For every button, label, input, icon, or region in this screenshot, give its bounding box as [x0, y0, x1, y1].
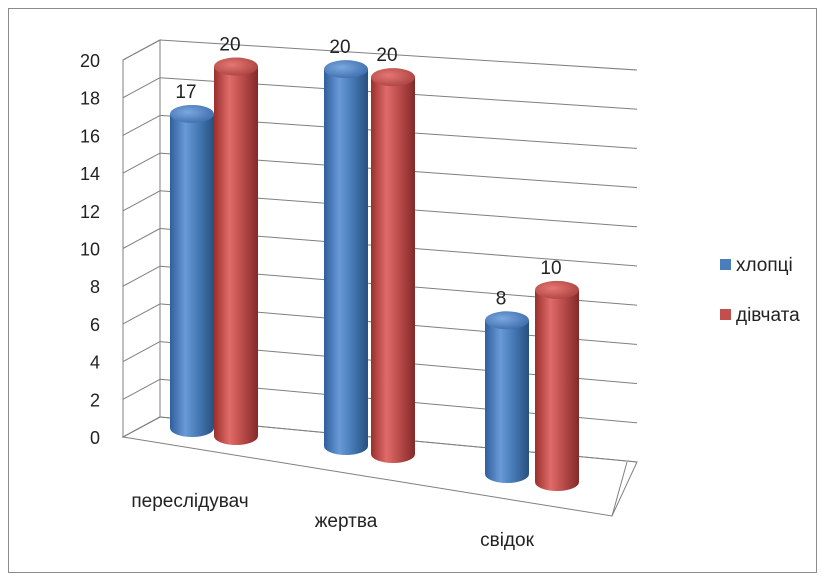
legend-swatch [720, 309, 731, 320]
gridline-wall-10 [122, 39, 161, 61]
category-label: свідок [480, 530, 534, 551]
data-label: 20 [376, 45, 397, 66]
y-tick-label: 18 [80, 89, 100, 109]
legend-label: дівчата [736, 305, 800, 326]
y-tick-label: 0 [90, 428, 100, 448]
gridline-wall-7 [122, 152, 161, 174]
bar-body [485, 320, 529, 483]
bar-дівчата-переслідувач [214, 57, 258, 445]
y-tick-label: 8 [90, 277, 100, 297]
bar-top [170, 104, 214, 123]
y-tick-label: 2 [90, 390, 100, 410]
gridline-wall-6 [122, 190, 161, 212]
gridline-wall-8 [122, 114, 161, 136]
bar-top [324, 60, 368, 79]
data-labels: 17 20 8 20 20 10 [175, 35, 561, 310]
bar-body [214, 66, 258, 445]
gridline-wall-2 [122, 341, 161, 363]
gridline-10 [159, 39, 638, 71]
y-tick-label: 10 [80, 240, 100, 260]
bar-body [535, 289, 579, 491]
bars [170, 57, 579, 491]
bar-body [170, 113, 214, 438]
y-axis-ticks: 0 2 4 6 8 10 12 14 16 18 20 [80, 51, 100, 448]
legend-label: хлопці [736, 255, 793, 276]
bar-хлопці-переслідувач [170, 104, 214, 438]
bar-хлопці-свідок [485, 311, 529, 483]
bar-дівчата-свідок [535, 280, 579, 491]
data-label: 8 [496, 288, 507, 309]
floor-right-edge [611, 461, 628, 517]
category-label: жертва [315, 511, 378, 532]
y-tick-label: 14 [80, 164, 100, 184]
bar-body [371, 77, 415, 463]
category-labels: переслідувач жертва свідок [131, 491, 534, 551]
gridline-wall-1 [122, 378, 161, 400]
legend: хлопці дівчата [720, 255, 800, 326]
gridline-wall-9 [122, 77, 161, 99]
data-label: 20 [219, 35, 240, 56]
gridline-wall-0 [122, 416, 161, 438]
y-tick-label: 16 [80, 126, 100, 146]
gridline-wall-4 [122, 265, 161, 287]
bar-top [535, 280, 579, 299]
bar-дівчата-жертва [371, 68, 415, 463]
bar-top [485, 311, 529, 330]
y-tick-label: 6 [90, 315, 100, 335]
gridline-wall-5 [122, 228, 161, 249]
bar-body [324, 69, 368, 455]
bar-top [214, 57, 258, 76]
bar-top [371, 68, 415, 87]
y-tick-label: 20 [80, 51, 100, 71]
data-label: 10 [540, 258, 561, 279]
bar-хлопці-жертва [324, 60, 368, 455]
legend-swatch [720, 259, 731, 270]
y-tick-label: 4 [90, 353, 100, 373]
gridline-wall-3 [122, 303, 161, 325]
y-tick-label: 12 [80, 202, 100, 222]
data-label: 20 [329, 37, 350, 58]
data-label: 17 [175, 82, 196, 103]
category-label: переслідувач [131, 491, 248, 512]
